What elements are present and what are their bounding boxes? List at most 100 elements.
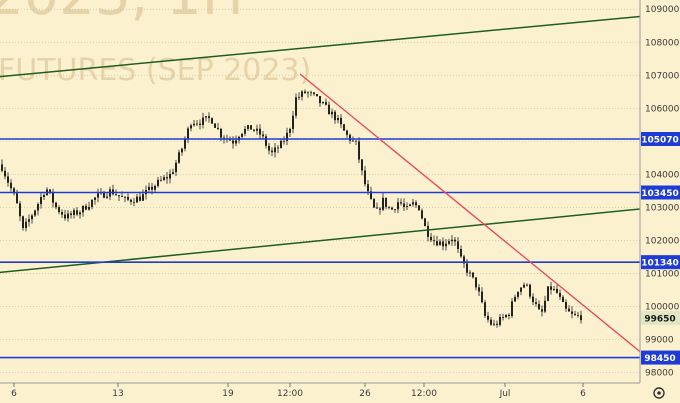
- candle-body: [133, 201, 135, 203]
- y-tick-label: 108000: [645, 38, 680, 48]
- candle-body: [208, 116, 210, 119]
- candle-body: [172, 172, 174, 174]
- candle-body: [565, 302, 567, 309]
- candle-body: [31, 215, 33, 220]
- candle-body: [526, 284, 528, 286]
- candle-body: [544, 300, 546, 312]
- y-tick-label: 102000: [645, 236, 680, 246]
- gear-icon-ring: [653, 387, 665, 399]
- candle-body: [445, 243, 447, 247]
- candle-body: [82, 205, 84, 213]
- candle-body: [553, 288, 555, 290]
- trend-line[interactable]: [299, 73, 641, 353]
- candle-body: [115, 194, 117, 196]
- candle-body: [310, 92, 312, 94]
- candle-body: [211, 118, 213, 124]
- candle-body: [502, 316, 504, 318]
- x-tick-label: 13: [112, 389, 123, 399]
- candle-body: [121, 196, 123, 198]
- candle-body: [466, 263, 468, 273]
- x-tick-label: 6: [580, 389, 586, 399]
- time-axis[interactable]: 6 13 19 12:00 26 12:00 Jul 6: [0, 382, 680, 403]
- candle-body: [403, 203, 405, 207]
- candle-body: [490, 319, 492, 325]
- candle-body: [355, 140, 357, 142]
- candle-body: [19, 203, 21, 217]
- candle-body: [511, 301, 513, 317]
- candle-body: [535, 302, 537, 304]
- candle-body: [541, 309, 543, 312]
- candle-body: [34, 210, 36, 216]
- price-badges: 105070 103450 101340 99650 98450: [641, 132, 680, 365]
- candle-body: [64, 214, 66, 219]
- candle-body: [328, 104, 330, 115]
- candle-body: [433, 240, 435, 242]
- candle-body: [175, 162, 177, 173]
- candle-body: [358, 141, 360, 160]
- candle-body: [196, 123, 198, 125]
- channel-line[interactable]: [0, 15, 641, 78]
- y-tick-label: 100000: [645, 302, 680, 312]
- candle-body: [262, 134, 264, 137]
- time-axis-background: [0, 383, 680, 403]
- candle-body: [181, 148, 183, 153]
- candle-body: [199, 123, 201, 125]
- candle-body: [577, 314, 579, 316]
- candle-body: [28, 219, 30, 222]
- candle-body: [151, 186, 153, 190]
- candle-body: [283, 140, 285, 142]
- candle-body: [217, 127, 219, 129]
- candle-body: [391, 207, 393, 210]
- candle-body: [406, 206, 408, 207]
- candle-body: [271, 150, 273, 153]
- candle-body: [289, 129, 291, 133]
- candle-body: [448, 241, 450, 244]
- candle-body: [514, 296, 516, 302]
- level-price-badge: [641, 255, 680, 270]
- candle-body: [7, 176, 9, 183]
- candle-body: [280, 140, 282, 149]
- candle-body: [10, 182, 12, 189]
- y-tick-label: 98000: [645, 368, 674, 378]
- candle-body: [52, 192, 54, 203]
- candle-body: [580, 315, 582, 321]
- candle-body: [418, 205, 420, 211]
- candle-body: [202, 117, 204, 125]
- candle-body: [361, 159, 363, 171]
- candle-body: [319, 96, 321, 104]
- candle-body: [295, 97, 297, 116]
- candle-body: [85, 205, 87, 210]
- candle-body: [232, 140, 234, 144]
- x-tick-label: 26: [359, 389, 371, 399]
- candle-body: [394, 209, 396, 211]
- trend-line-group[interactable]: [299, 73, 641, 353]
- candle-body: [400, 202, 402, 204]
- candle-body: [70, 213, 72, 215]
- candle-body: [79, 212, 81, 215]
- candle-body: [1, 164, 3, 171]
- candle-body: [343, 124, 345, 131]
- horizontal-levels[interactable]: [0, 138, 640, 359]
- candle-body: [127, 196, 129, 200]
- candle-body: [76, 210, 78, 215]
- candle-body: [547, 286, 549, 301]
- candle-body: [259, 128, 261, 135]
- candle-body: [184, 139, 186, 149]
- candle-body: [220, 128, 222, 138]
- candle-body: [94, 197, 96, 200]
- candle-body: [268, 145, 270, 151]
- candle-body: [493, 323, 495, 325]
- candle-body: [223, 137, 225, 139]
- candle-body: [277, 147, 279, 149]
- candle-body: [37, 203, 39, 211]
- y-tick-label: 101000: [645, 269, 680, 279]
- candle-body: [106, 196, 108, 198]
- candle-body: [22, 216, 24, 229]
- candle-body: [298, 96, 300, 98]
- candle-body: [415, 202, 417, 206]
- gear-icon[interactable]: [653, 387, 665, 399]
- candle-body: [61, 212, 63, 215]
- candle-body: [154, 185, 156, 190]
- candle-body: [568, 308, 570, 312]
